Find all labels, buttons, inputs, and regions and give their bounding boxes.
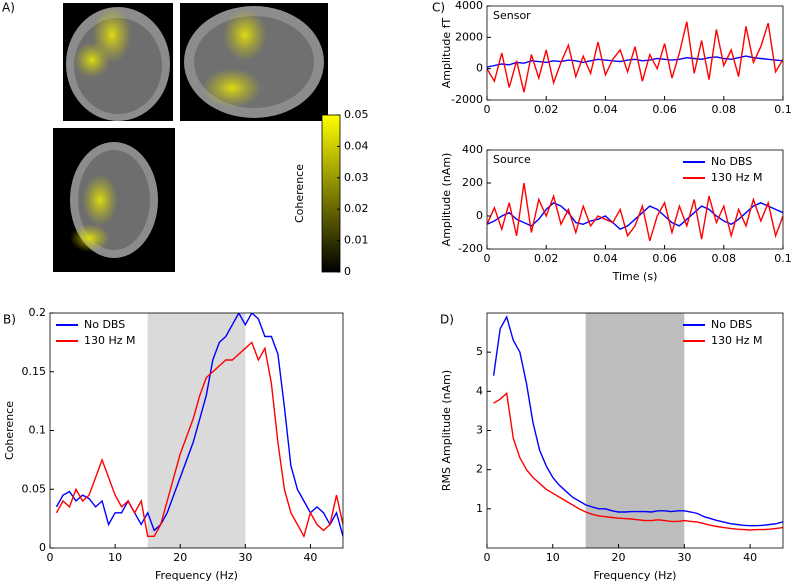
series-line	[487, 21, 783, 93]
x-tick-label: 0	[484, 103, 491, 116]
x-axis-label: Time (s)	[612, 270, 658, 283]
x-tick-label: 30	[238, 551, 252, 564]
panel-label: D)	[440, 313, 454, 327]
colorbar-tick-label: 0.04	[344, 139, 369, 152]
annotation: Source	[493, 153, 531, 166]
y-tick-label: 0.05	[22, 482, 47, 495]
x-tick-label: 0.08	[712, 103, 737, 116]
x-tick-label: 0.04	[593, 252, 618, 265]
y-tick-label: 0	[476, 62, 483, 75]
colorbar-tick-label: 0.01	[344, 234, 369, 247]
x-tick-label: 0.1	[774, 252, 791, 265]
series-line	[55, 341, 343, 539]
series-line	[487, 201, 783, 231]
activation-blob	[82, 174, 118, 226]
x-tick-label: 0.1	[774, 103, 791, 116]
legend-label: No DBS	[84, 318, 125, 331]
series-line	[493, 391, 783, 531]
x-tick-label: 0	[484, 551, 491, 564]
colorbar-tick-label: 0	[344, 265, 351, 278]
panel-label: C)	[432, 1, 445, 15]
y-tick-label: 2000	[455, 30, 483, 43]
panel-label: A)	[2, 1, 15, 15]
x-tick-label: 0	[484, 252, 491, 265]
x-tick-label: 40	[743, 551, 757, 564]
y-tick-label: 4	[476, 384, 483, 397]
x-tick-label: 40	[303, 551, 317, 564]
activation-blob	[70, 224, 110, 252]
colorbar	[321, 114, 341, 273]
y-tick-label: 4000	[455, 0, 483, 12]
y-tick-label: 0	[476, 209, 483, 222]
legend-label: No DBS	[711, 155, 752, 168]
x-tick-label: 30	[677, 551, 691, 564]
activation-blob	[223, 9, 267, 61]
annotation: Sensor	[493, 9, 531, 22]
y-axis-label: Amplitude fT	[440, 17, 453, 88]
x-axis-label: Frequency (Hz)	[155, 569, 238, 582]
y-tick-label: 1	[476, 502, 483, 515]
colorbar-label: Coherence	[293, 164, 306, 223]
x-tick-label: 20	[173, 551, 187, 564]
x-tick-label: 0.04	[593, 103, 618, 116]
panel-label: B)	[3, 313, 16, 327]
y-tick-label: 2	[476, 463, 483, 476]
x-tick-label: 10	[546, 551, 560, 564]
y-tick-label: 5	[476, 345, 483, 358]
x-tick-label: 0.02	[534, 252, 559, 265]
x-tick-label: 20	[612, 551, 626, 564]
series-line	[487, 182, 783, 242]
series-line	[55, 313, 343, 537]
x-tick-label: 0	[47, 551, 54, 564]
y-tick-label: 0	[39, 541, 46, 554]
y-axis-label: RMS Amplitude (nAm)	[440, 370, 453, 491]
legend-label: 130 Hz M	[711, 334, 763, 347]
x-axis-label: Frequency (Hz)	[594, 569, 677, 582]
colorbar-tick-label: 0.05	[344, 108, 369, 121]
y-tick-label: -200	[458, 242, 483, 255]
legend-label: No DBS	[711, 318, 752, 331]
y-axis-label: Amplitude (nAm)	[440, 153, 453, 247]
x-tick-label: 0.02	[534, 103, 559, 116]
activation-blob	[74, 42, 110, 78]
y-tick-label: 0.2	[29, 306, 47, 319]
axes-box	[486, 5, 784, 101]
y-tick-label: 200	[462, 176, 483, 189]
colorbar-tick-label: 0.02	[344, 202, 369, 215]
shaded-band	[585, 313, 685, 548]
y-axis-label: Coherence	[3, 401, 16, 460]
axes-box	[486, 149, 784, 250]
legend-label: 130 Hz M	[84, 334, 136, 347]
y-tick-label: 0.1	[29, 424, 47, 437]
y-tick-label: 3	[476, 424, 483, 437]
x-tick-label: 0.08	[712, 252, 737, 265]
legend-label: 130 Hz M	[711, 171, 763, 184]
colorbar-tick-label: 0.03	[344, 171, 369, 184]
series-line	[492, 315, 783, 527]
x-tick-label: 0.06	[652, 252, 677, 265]
x-tick-label: 0.06	[652, 103, 677, 116]
activation-blob	[202, 68, 262, 108]
y-tick-label: 0.15	[22, 365, 47, 378]
y-tick-label: 400	[462, 143, 483, 156]
brain-images	[53, 3, 328, 272]
y-tick-label: -2000	[451, 93, 483, 106]
x-tick-label: 10	[108, 551, 122, 564]
